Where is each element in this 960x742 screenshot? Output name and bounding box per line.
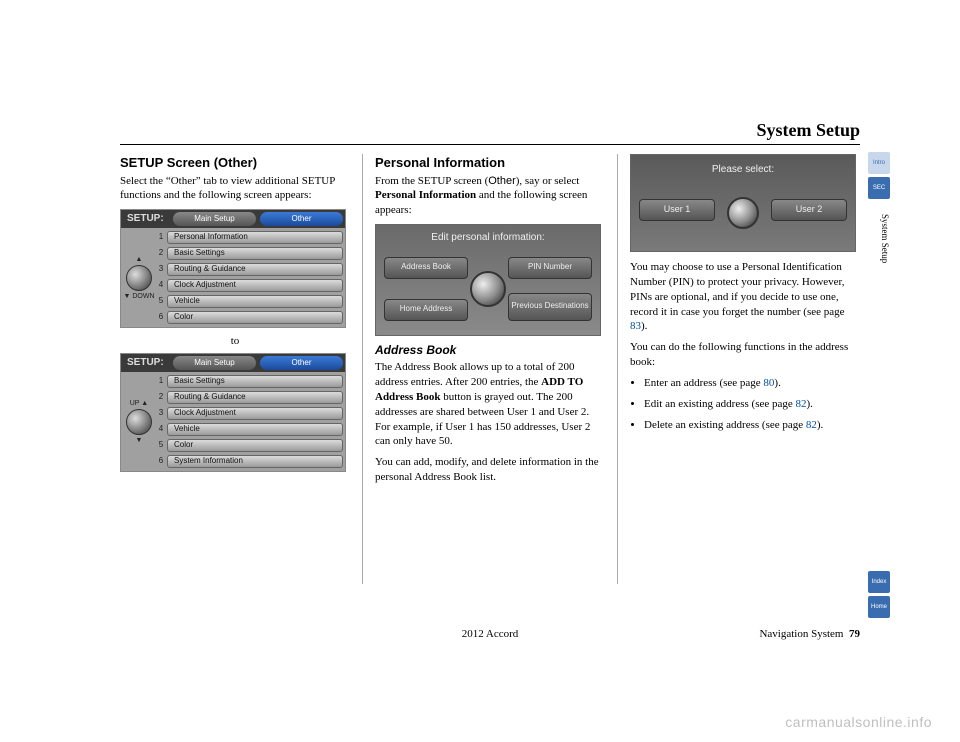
user2-button[interactable]: User 2: [771, 199, 847, 221]
column-divider: [617, 154, 618, 584]
col2-subheading: Address Book: [375, 342, 605, 358]
setup-label: SETUP:: [121, 356, 171, 370]
side-tab-index[interactable]: Index: [868, 571, 890, 593]
side-tab-sec[interactable]: SEC: [868, 177, 890, 199]
page-link[interactable]: 80: [763, 377, 774, 389]
dial-down-icon: ▼ DOWN: [123, 293, 154, 300]
list-item[interactable]: 6Color: [155, 310, 343, 325]
dial-a: ▲ ▼ DOWN: [123, 230, 155, 325]
column-1: SETUP Screen (Other) Select the “Other” …: [120, 154, 350, 584]
setup-screen-a: SETUP: Main Setup Other ▲ ▼ DOWN 1Person…: [120, 209, 346, 328]
col3-bullets: Enter an address (see page 80). Edit an …: [630, 376, 860, 433]
edit-personal-info-screen: Edit personal information: Address Book …: [375, 224, 601, 336]
col2-heading: Personal Information: [375, 154, 605, 172]
tab-main-setup[interactable]: Main Setup: [173, 212, 256, 226]
list-item[interactable]: 6System Information: [155, 454, 343, 469]
setup-screen-b: SETUP: Main Setup Other UP ▲ ▼ 1Basic Se…: [120, 353, 346, 472]
tab-other[interactable]: Other: [260, 212, 343, 226]
tab-other[interactable]: Other: [260, 356, 343, 370]
side-tab-intro[interactable]: Intro: [868, 152, 890, 174]
dial-knob-icon[interactable]: [126, 265, 152, 291]
screen-a-tabs: SETUP: Main Setup Other: [121, 210, 345, 228]
screen3-body: User 1 User 2: [631, 183, 855, 243]
list-item[interactable]: 5Vehicle: [155, 294, 343, 309]
col1-heading: SETUP Screen (Other): [120, 154, 350, 172]
list-item[interactable]: 3Clock Adjustment: [155, 406, 343, 421]
column-2: Personal Information From the SETUP scre…: [375, 154, 605, 584]
bullet-item: Edit an existing address (see page 82).: [644, 397, 860, 412]
list-item[interactable]: 3Routing & Guidance: [155, 262, 343, 277]
col1-p1: Select the “Other” tab to view additiona…: [120, 174, 350, 204]
screen-a-body: ▲ ▼ DOWN 1Personal Information 2Basic Se…: [121, 228, 345, 327]
to-label: to: [120, 334, 350, 349]
side-tabs-top: Intro SEC: [868, 152, 890, 199]
col2-p2: The Address Book allows up to a total of…: [375, 360, 605, 449]
list-item[interactable]: 5Color: [155, 438, 343, 453]
list-b: 1Basic Settings 2Routing & Guidance 3Clo…: [155, 374, 343, 469]
page-link[interactable]: 82: [796, 398, 807, 410]
dial-up-icon: ▲: [136, 256, 143, 263]
column-3: Please select: User 1 User 2 You may cho…: [630, 154, 860, 584]
manual-page: System Setup Intro SEC System Setup Inde…: [120, 122, 860, 612]
list-item[interactable]: 1Basic Settings: [155, 374, 343, 389]
page-link[interactable]: 83: [630, 320, 641, 332]
page-link[interactable]: 82: [806, 419, 817, 431]
list-item[interactable]: 1Personal Information: [155, 230, 343, 245]
watermark: carmanualsonline.info: [785, 714, 932, 730]
list-item[interactable]: 4Clock Adjustment: [155, 278, 343, 293]
dial-knob-icon[interactable]: [126, 409, 152, 435]
prev-destinations-button[interactable]: Previous Destinations: [508, 293, 592, 321]
please-select-screen: Please select: User 1 User 2: [630, 154, 856, 252]
col3-p2: You can do the following functions in th…: [630, 340, 860, 370]
dial-down-icon: ▼: [136, 437, 143, 444]
address-book-button[interactable]: Address Book: [384, 257, 468, 279]
col3-p1: You may choose to use a Personal Identif…: [630, 260, 860, 334]
screen3-title: Please select:: [631, 155, 855, 183]
page-header-title: System Setup: [756, 120, 860, 141]
dial-b: UP ▲ ▼: [123, 374, 155, 469]
page-number: 79: [849, 628, 860, 640]
list-item[interactable]: 2Routing & Guidance: [155, 390, 343, 405]
side-tabs-bottom: Index Home: [868, 571, 890, 618]
bullet-item: Enter an address (see page 80).: [644, 376, 860, 391]
side-section-label: System Setup: [868, 214, 890, 263]
user1-button[interactable]: User 1: [639, 199, 715, 221]
list-item[interactable]: 4Vehicle: [155, 422, 343, 437]
columns: SETUP Screen (Other) Select the “Other” …: [120, 154, 860, 584]
col2-p1: From the SETUP screen (Other), say or se…: [375, 174, 605, 219]
footer-right: Navigation System 79: [759, 628, 860, 640]
setup-label: SETUP:: [121, 212, 171, 226]
tab-main-setup[interactable]: Main Setup: [173, 356, 256, 370]
center-knob-icon[interactable]: [470, 271, 506, 307]
screen-b-tabs: SETUP: Main Setup Other: [121, 354, 345, 372]
screen-b-body: UP ▲ ▼ 1Basic Settings 2Routing & Guidan…: [121, 372, 345, 471]
bullet-item: Delete an existing address (see page 82)…: [644, 418, 860, 433]
list-a: 1Personal Information 2Basic Settings 3R…: [155, 230, 343, 325]
side-tab-home[interactable]: Home: [868, 596, 890, 618]
center-knob-icon[interactable]: [727, 197, 759, 229]
col2-p3: You can add, modify, and delete informat…: [375, 455, 605, 485]
screen2-body: Address Book PIN Number Home Address Pre…: [376, 249, 600, 329]
home-address-button[interactable]: Home Address: [384, 299, 468, 321]
dial-up-icon: UP ▲: [130, 400, 148, 407]
footer-model: 2012 Accord: [462, 628, 519, 640]
header-rule: [120, 144, 860, 145]
pin-number-button[interactable]: PIN Number: [508, 257, 592, 279]
list-item[interactable]: 2Basic Settings: [155, 246, 343, 261]
column-divider: [362, 154, 363, 584]
screen2-title: Edit personal information:: [376, 225, 600, 249]
